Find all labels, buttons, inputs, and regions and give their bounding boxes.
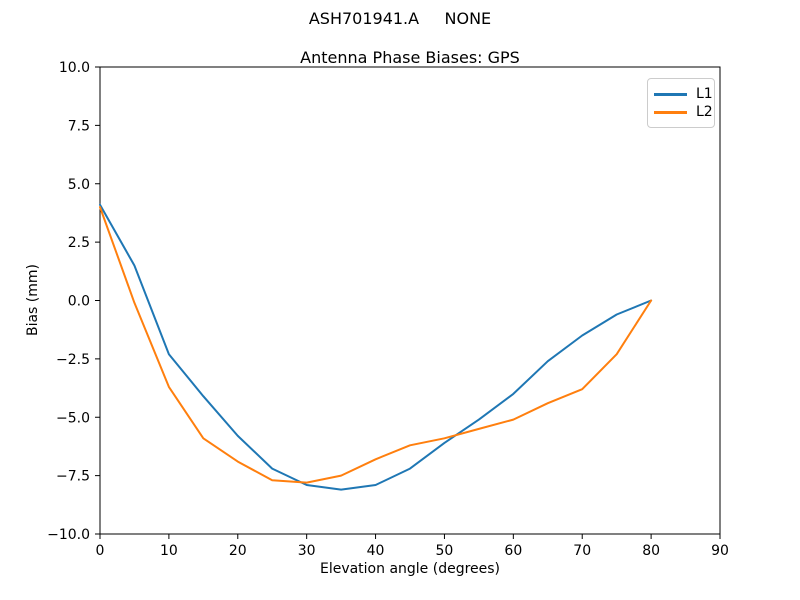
x-tick-label: 60 <box>504 543 522 559</box>
x-tick-label: 20 <box>229 543 247 559</box>
y-tick-label: 0.0 <box>68 294 90 310</box>
y-tick-label: 5.0 <box>68 177 90 193</box>
x-tick-label: 30 <box>298 543 316 559</box>
x-tick-label: 0 <box>96 543 105 559</box>
y-axis-label: Bias (mm) <box>25 263 41 337</box>
x-tick-label: 40 <box>367 543 385 559</box>
y-tick-label: 7.5 <box>68 118 90 134</box>
x-axis-label: Elevation angle (degrees) <box>319 561 501 577</box>
legend-label-l2: L2 <box>696 104 713 120</box>
x-tick-label: 70 <box>573 543 591 559</box>
y-axis-ticks: 10.0 7.5 5.0 2.5 0.0 −2.5 −5.0 −7.5 −10.0 <box>47 60 100 543</box>
x-axis-ticks: 0 10 20 30 40 50 60 70 80 90 <box>96 534 729 559</box>
y-tick-label: 10.0 <box>59 60 90 76</box>
y-tick-label: −5.0 <box>56 410 90 426</box>
y-tick-label: −2.5 <box>56 352 90 368</box>
series-line-l1 <box>99 203 653 491</box>
legend-label-l1: L1 <box>696 86 713 102</box>
legend-line-sample-l1 <box>654 92 687 96</box>
x-tick-label: 90 <box>711 543 729 559</box>
series-line-l2 <box>99 206 653 484</box>
x-tick-label: 50 <box>436 543 454 559</box>
legend-entry-l1: L1 <box>654 85 713 103</box>
series-lines <box>99 203 653 491</box>
legend-entry-l2: L2 <box>654 103 713 121</box>
x-tick-label: 80 <box>642 543 660 559</box>
y-tick-label: 2.5 <box>68 235 90 251</box>
legend-line-sample-l2 <box>654 110 687 114</box>
y-tick-label: −10.0 <box>47 527 90 543</box>
chart-title: Antenna Phase Biases: GPS <box>300 48 520 67</box>
axes-spines <box>99 66 721 535</box>
x-tick-label: 10 <box>160 543 178 559</box>
axes-frame <box>99 66 721 535</box>
figure-suptitle: ASH701941.A NONE <box>308 9 492 28</box>
legend: L1 L2 <box>647 78 715 128</box>
y-tick-label: −7.5 <box>56 469 90 485</box>
